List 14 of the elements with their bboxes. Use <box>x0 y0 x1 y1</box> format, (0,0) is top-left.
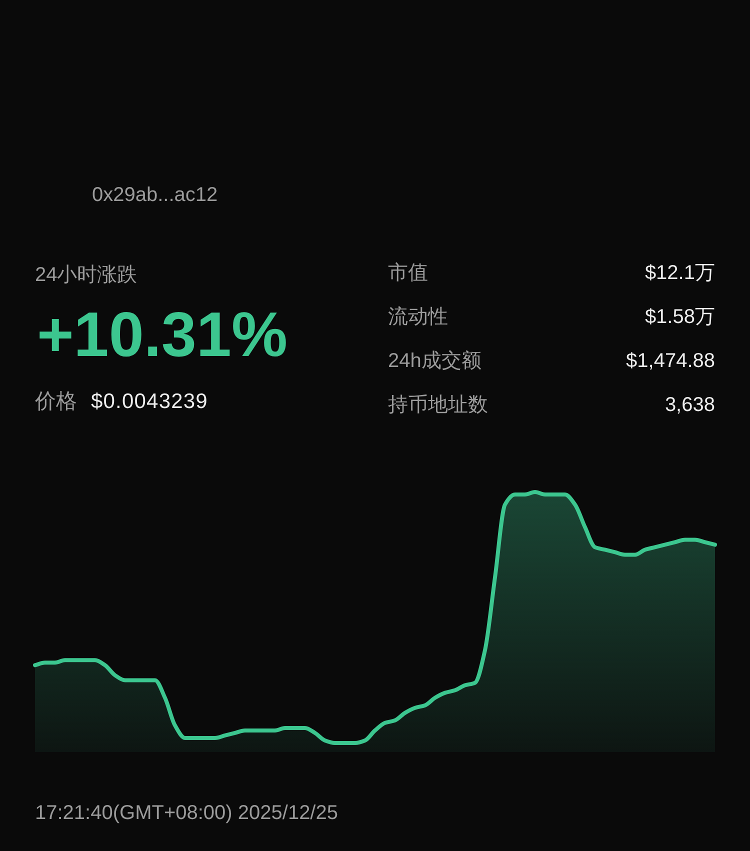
annotation: $12.1万 <box>644 262 715 284</box>
annotation: 24小时涨跌 <box>35 264 138 286</box>
annotation: $1,474.88 <box>626 350 715 372</box>
annotation: $0.0043239 <box>91 390 208 413</box>
annotation: +10.31% <box>37 300 288 370</box>
annotation: 24h成交额 <box>388 350 482 372</box>
annotation: 流动性 <box>388 306 448 328</box>
annotation: 0x29ab...ac12 <box>92 184 218 206</box>
annotation: 17:21:40(GMT+08:00) 2025/12/25 <box>35 802 338 824</box>
annotation: 持币地址数 <box>388 394 488 416</box>
annotation: $1.58万 <box>644 306 715 328</box>
annotation: 价格 <box>35 390 77 413</box>
annotation: 市值 <box>388 262 428 284</box>
annotation: 3,638 <box>664 394 715 416</box>
